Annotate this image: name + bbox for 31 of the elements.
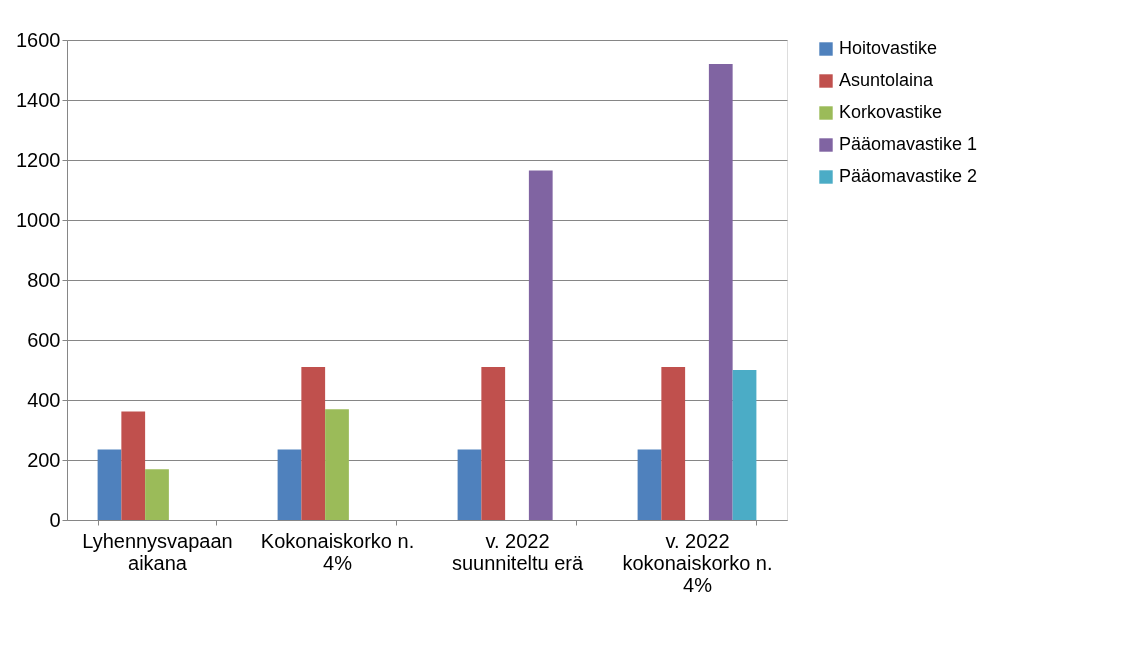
legend-label: Pääomavastike 1 [839,134,978,154]
y-tick-label: 200 [27,448,61,471]
bar [528,170,553,520]
y-tick-label: 1000 [16,208,61,231]
legend-label: Pääomavastike 2 [839,166,978,186]
bar [661,367,686,520]
y-tick-label: 600 [27,328,61,351]
y-tick-label: 1400 [16,88,61,111]
bar [325,409,349,520]
x-tick-label: v. 2022 suunniteltu erä [451,529,584,574]
bar [708,64,733,520]
y-tick-label: 800 [27,268,61,291]
legend-label: Korkovastike [839,102,943,122]
bar [277,449,302,520]
bar [121,411,146,520]
bar [481,367,506,520]
y-tick-label: 1600 [16,28,61,51]
bar [301,367,326,520]
legend-label: Hoitovastike [839,38,938,58]
bar [637,449,662,520]
bar [97,449,122,520]
y-tick-label: 0 [49,508,61,531]
bar [732,370,757,520]
x-tick-label: Kokonaiskorko n. 4% [260,529,415,574]
x-tick-label: v. 2022 kokonaiskorko n. 4% [622,529,773,596]
x-tick-label: Lyhennysvapaan aikana [82,529,233,574]
y-tick-label: 400 [27,388,61,411]
bar [457,449,482,520]
bar [145,469,169,520]
y-tick-label: 1200 [16,148,61,171]
legend-label: Asuntolaina [839,70,935,90]
